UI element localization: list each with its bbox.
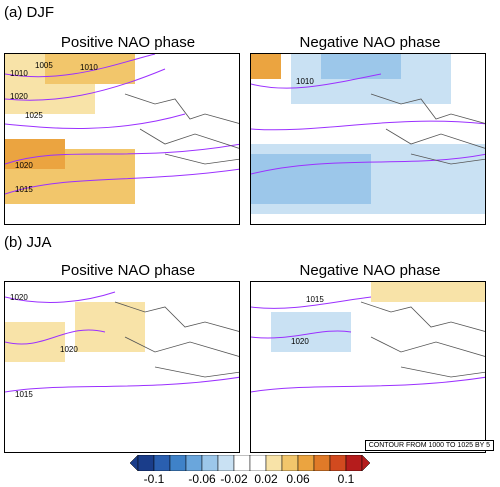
colorbar-swatch [297,455,315,471]
colorbar-tick-label: 0.02 [254,472,278,486]
anomaly-positive [371,282,485,302]
colorbar-swatch [137,455,155,471]
colorbar-swatch [153,455,171,471]
isobar-line [5,291,116,303]
isobar-label: 1005 [35,61,53,70]
map-jja-positive-svg: 1020 1020 1015 [5,291,239,399]
season-label-jja: (b) JJA [4,234,52,251]
anomaly-negative [271,312,351,352]
map-djf-negative: 1010 [250,53,486,225]
panel-title-djf-positive: Positive NAO phase [60,34,196,51]
colorbar [130,455,370,471]
anomaly-positive [5,139,65,169]
colorbar-end-high [361,455,370,471]
anomaly-negative [321,54,401,79]
isobar-label: 1020 [15,161,33,170]
colorbar-swatch [217,455,235,471]
anomaly-positive [45,54,135,84]
colorbar-swatch [185,455,203,471]
isobar-label: 1015 [15,185,33,194]
colorbar-swatch [265,455,283,471]
colorbar-swatch [249,455,267,471]
isobar-label: 1015 [15,390,33,399]
contour-note: CONTOUR FROM 1000 TO 1025 BY 5 [364,440,494,451]
colorbar-swatch [281,455,299,471]
colorbar-swatch [329,455,347,471]
isobar-label: 1015 [306,295,324,304]
colorbar-tick-label: -0.1 [143,472,165,486]
panel-title-djf-negative: Negative NAO phase [299,34,441,51]
isobar-label: 1010 [10,69,28,78]
colorbar-tick-label: 0.06 [286,472,310,486]
isobar-line [251,330,352,339]
coastline [124,93,239,165]
colorbar-tick-label: 0.1 [337,472,355,486]
colorbar-tick-label: -0.02 [220,472,248,486]
panel-title-jja-negative: Negative NAO phase [299,262,441,279]
coastline [360,301,485,378]
isobar-label: 1020 [291,337,309,346]
isobar-label: 1010 [296,77,314,86]
colorbar-swatch [345,455,363,471]
map-jja-positive: 1020 1020 1015 [4,281,240,453]
isobar-label: 1020 [10,293,28,302]
isobar-line [5,113,186,129]
isobar-line [5,143,239,165]
isobar-line [5,68,166,101]
isobar-line [5,54,156,78]
isobar-label: 1020 [10,92,28,101]
anomaly-positive [75,302,145,352]
isobar-line [251,296,372,309]
colorbar-swatch [201,455,219,471]
season-label-djf: (a) DJF [4,4,54,21]
colorbar-swatch [313,455,331,471]
isobar-line [251,120,485,131]
coastline [114,301,239,378]
panel-title-jja-positive: Positive NAO phase [60,262,196,279]
isobar-line [251,153,485,175]
map-djf-negative-svg: 1010 [251,54,485,214]
isobar-line [251,73,382,89]
isobar-label: 1010 [80,63,98,72]
isobar-line [5,376,239,393]
isobar-label: 1025 [25,111,43,120]
colorbar-end-low [130,455,139,471]
colorbar-swatch [233,455,251,471]
coastline [370,93,485,165]
isobar-line [5,329,106,345]
colorbar-tick-label: -0.06 [188,472,216,486]
map-djf-positive-svg: 1005 1010 1010 1020 1025 1020 1015 [5,54,239,204]
anomaly-positive [5,322,65,362]
map-jja-negative-svg: 1015 1020 [251,282,485,393]
map-jja-negative: 1015 1020 [250,281,486,453]
anomaly-negative [251,154,371,204]
anomaly-positive [251,54,281,79]
map-djf-positive: 1005 1010 1010 1020 1025 1020 1015 [4,53,240,225]
isobar-line [251,376,485,393]
colorbar-swatch [169,455,187,471]
isobar-label: 1020 [60,345,78,354]
isobar-line [5,168,239,195]
